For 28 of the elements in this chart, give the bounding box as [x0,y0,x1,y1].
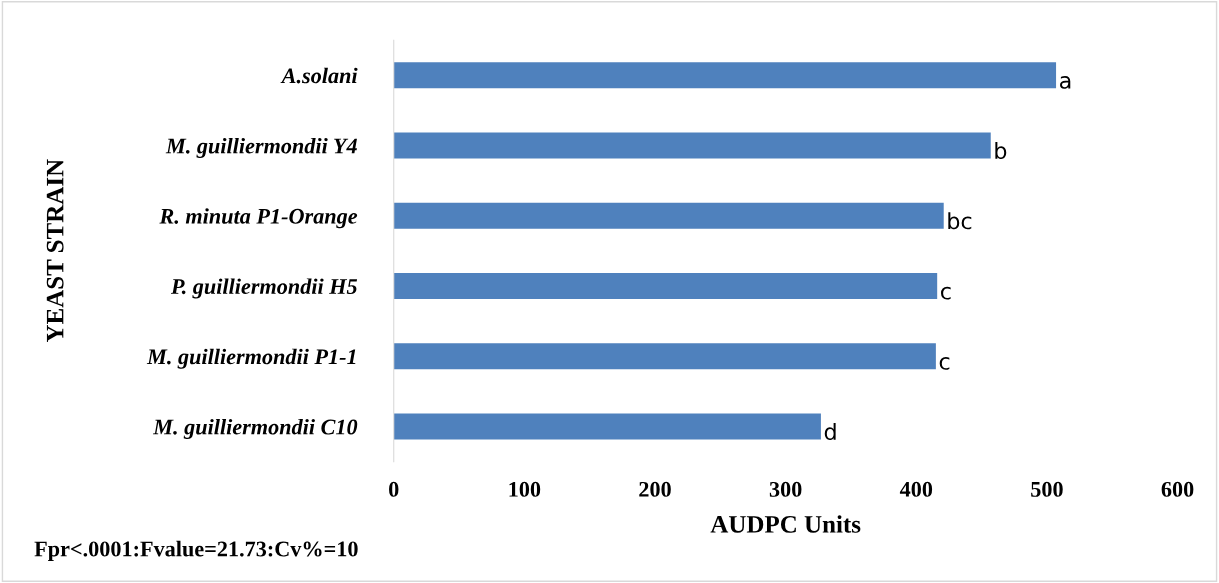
annotation: b [995,141,1007,160]
bar [393,62,1057,89]
y-tick-label: M. guilliermondii C10 [152,418,358,440]
annotation: c [939,357,950,370]
annotation: c [941,286,951,300]
annotation: bc [948,212,972,230]
x-tick-label: 0 [389,481,399,497]
x-tick-label: 100 [509,481,541,497]
bar [393,413,821,440]
y-tick-label: M. guilliermondii Y4 [165,137,357,159]
y-tick-label: M. guilliermondii P1-1 [146,348,356,369]
y-tick-label: R. minuta P1-Orange [159,208,358,229]
y-tick-label: A.solani [280,67,358,84]
x-tick-label: 600 [1161,481,1194,497]
bar [393,202,944,229]
annotation: d [824,422,836,441]
annotation: a [1060,76,1071,89]
x-tick-label: 300 [769,481,802,497]
bar [393,343,936,370]
text: Fpr<.0001:Fvalue=21.73:Cv%=10 [34,540,358,562]
x-axis-title: AUDPC Units [710,515,861,533]
x-tick-label: 400 [899,481,933,497]
x-tick-label: 200 [639,481,671,497]
bar [393,273,938,300]
x-tick-label: 500 [1031,481,1063,497]
y-axis-title: YEAST STRAIN [46,159,64,343]
bar [393,132,991,159]
y-tick-label: P. guilliermondii H5 [170,278,358,299]
